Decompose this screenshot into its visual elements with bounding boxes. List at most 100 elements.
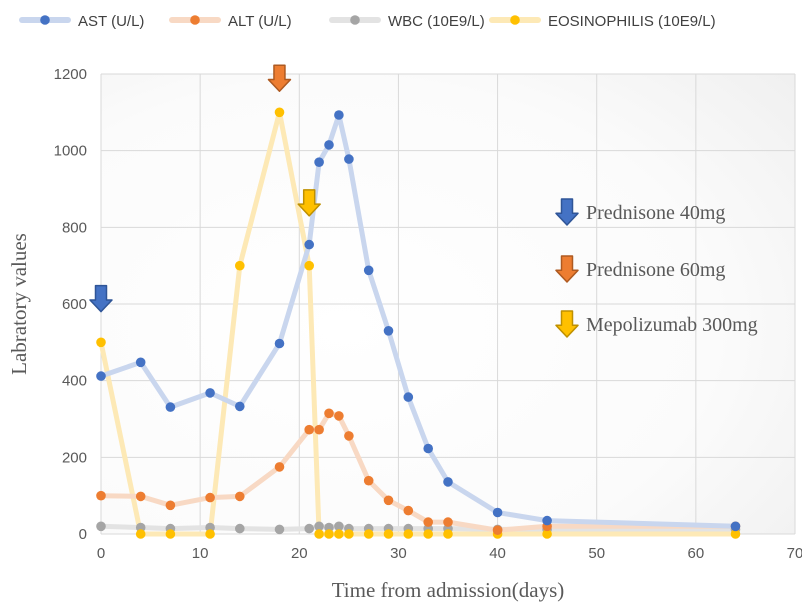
data-point	[344, 529, 354, 539]
data-point	[324, 408, 334, 419]
data-point	[334, 110, 344, 120]
data-point	[443, 477, 453, 487]
data-point	[274, 462, 285, 472]
data-point	[423, 529, 434, 539]
data-point	[542, 529, 552, 539]
data-point	[304, 424, 315, 435]
data-point	[235, 401, 245, 412]
x-tick-label: 60	[688, 545, 705, 562]
data-point	[403, 529, 414, 539]
data-point	[314, 157, 324, 167]
x-tick-label: 30	[390, 545, 407, 562]
data-point	[274, 524, 285, 535]
data-point	[314, 521, 324, 532]
data-point	[344, 431, 354, 441]
gridlines	[100, 73, 796, 535]
legend-label: AST (U/L)	[78, 13, 144, 30]
data-point	[96, 490, 106, 501]
x-axis-tick-labels: 0 10 20 30 40 50 60 70	[97, 545, 802, 562]
series-markers	[96, 107, 741, 539]
data-point	[135, 529, 146, 539]
data-point	[205, 388, 215, 398]
x-tick-label: 20	[291, 545, 308, 562]
y-tick-label: 400	[62, 373, 87, 390]
event-arrow-icon	[89, 284, 113, 313]
data-point	[363, 529, 374, 539]
y-tick-label: 600	[62, 296, 87, 313]
y-axis-title: Labratory values	[7, 233, 31, 375]
treatment-arrow-icon	[555, 255, 579, 283]
legend-marker	[40, 15, 50, 25]
data-point	[383, 529, 394, 539]
data-point	[304, 523, 315, 534]
data-point	[96, 371, 106, 381]
y-axis-tick-labels: 0 200 400 600 800 1000 1200	[54, 66, 87, 543]
data-point	[492, 525, 503, 535]
data-point	[135, 491, 146, 502]
data-point	[324, 140, 334, 150]
data-point	[304, 260, 315, 271]
x-tick-label: 0	[97, 545, 105, 562]
data-point	[205, 529, 215, 539]
data-point	[165, 529, 176, 539]
legend: AST (U/L) ALT (U/L) WBC (10E9/L) EOSINOPHIL…	[19, 13, 716, 30]
legend-marker	[510, 15, 520, 25]
x-tick-label: 40	[489, 545, 506, 562]
event-arrows	[89, 64, 321, 313]
data-point	[304, 239, 315, 250]
x-tick-label: 10	[192, 545, 209, 562]
data-point	[334, 521, 344, 532]
data-point	[730, 521, 741, 532]
data-point	[274, 338, 285, 349]
y-tick-label: 800	[62, 219, 87, 236]
legend-label: WBC (10E9/L)	[388, 13, 485, 30]
data-point	[96, 337, 106, 348]
y-tick-label: 1000	[54, 143, 87, 160]
treatment-key: Prednisone 40mg Prednisone 60mg Mepolizuma…	[555, 198, 758, 338]
data-point	[235, 260, 245, 271]
data-point	[423, 517, 434, 527]
data-point	[235, 491, 245, 502]
data-point	[363, 265, 374, 276]
event-arrow-icon	[297, 189, 321, 217]
data-point	[443, 517, 453, 527]
data-point	[443, 529, 453, 539]
data-point	[314, 529, 324, 539]
data-point	[324, 529, 334, 539]
data-point	[165, 402, 176, 412]
legend-label: EOSINOPHILIS (10E9/L)	[548, 13, 716, 30]
treatment-label: Mepolizumab 300mg	[586, 314, 758, 336]
x-axis-title: Time from admission(days)	[332, 578, 565, 602]
data-point	[344, 154, 354, 164]
data-point	[314, 424, 324, 435]
data-point	[542, 515, 552, 526]
data-point	[492, 507, 503, 518]
data-point	[165, 500, 176, 511]
data-point	[403, 505, 414, 516]
treatment-label: Prednisone 60mg	[586, 259, 725, 281]
treatment-arrow-icon	[555, 198, 579, 226]
treatment-label: Prednisone 40mg	[586, 202, 725, 224]
y-tick-label: 200	[62, 449, 87, 466]
y-tick-label: 0	[79, 526, 87, 543]
data-point	[383, 495, 394, 506]
y-tick-label: 1200	[54, 66, 87, 83]
data-point	[363, 475, 374, 486]
data-point	[334, 411, 344, 421]
event-arrow-icon	[267, 64, 292, 92]
legend-marker	[190, 15, 200, 25]
data-point	[205, 492, 215, 503]
data-point	[730, 529, 741, 539]
x-tick-label: 70	[787, 545, 802, 562]
data-point	[135, 357, 146, 368]
data-point	[423, 443, 434, 454]
treatment-arrow-icon	[555, 310, 579, 338]
data-point	[235, 523, 245, 534]
data-point	[96, 521, 106, 532]
legend-label: ALT (U/L)	[228, 13, 292, 30]
data-point	[383, 326, 394, 336]
data-point	[334, 529, 344, 539]
data-point	[274, 107, 285, 118]
legend-marker	[350, 15, 360, 25]
